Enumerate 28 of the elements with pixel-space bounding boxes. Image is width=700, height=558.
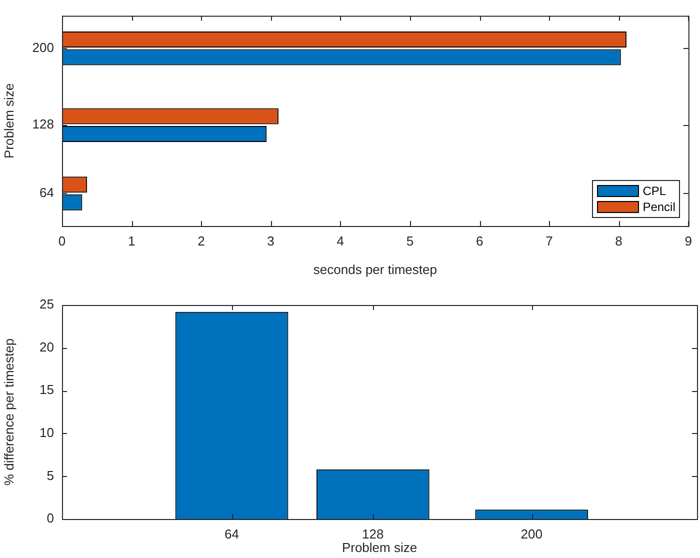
y-tick-label: 5 [46, 468, 54, 483]
x-axis-title: seconds per timestep [313, 262, 437, 277]
x-tick-label: 8 [615, 233, 622, 248]
y-tick-label: 25 [40, 296, 54, 312]
x-tick-label: 0 [58, 233, 66, 248]
x-tick-label: 3 [267, 233, 274, 248]
y-tick-label: 20 [40, 339, 54, 354]
x-axis-title: Problem size [342, 540, 418, 555]
x-tick-label: 200 [520, 526, 542, 542]
y-tick-label: 0 [46, 510, 54, 526]
x-tick-label: 128 [362, 526, 384, 542]
legend-label: Pencil [642, 199, 676, 215]
x-tick-label: 6 [476, 233, 484, 248]
y-axis-title: Problem size [1, 83, 16, 158]
x-tick-label: 4 [336, 233, 344, 248]
y-axis-title: % difference per timestep [1, 338, 16, 486]
y-tick-label: 200 [32, 40, 54, 55]
legend-label: CPL [642, 183, 666, 199]
x-tick-label: 9 [684, 233, 692, 248]
y-tick-label: 128 [32, 116, 54, 132]
x-tick-label: 5 [406, 233, 414, 248]
x-tick-label: 1 [128, 233, 136, 248]
y-tick-label: 15 [40, 382, 54, 398]
y-tick-label: 64 [40, 185, 54, 200]
x-tick-label: 7 [546, 233, 553, 248]
x-tick-label: 64 [224, 526, 240, 542]
x-tick-label: 2 [198, 233, 205, 248]
y-tick-label: 10 [40, 424, 54, 440]
